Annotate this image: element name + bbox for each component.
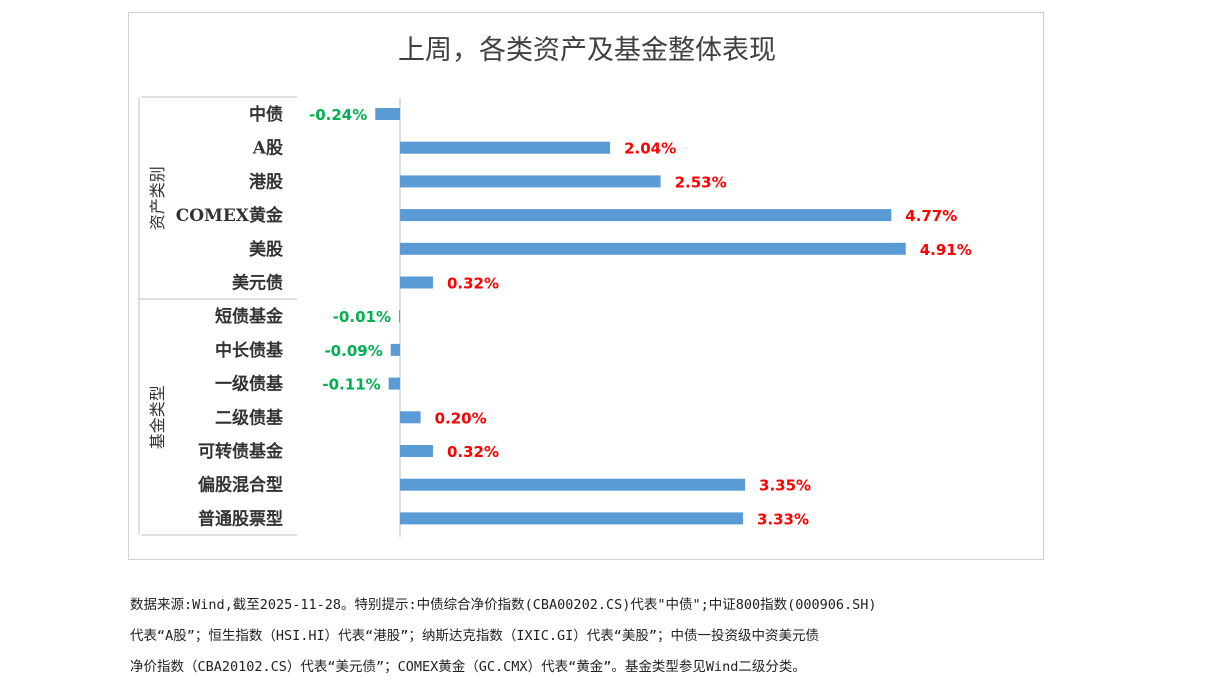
data-label: -0.11% (322, 376, 380, 394)
group-label-1: 基金类型 (148, 385, 167, 449)
data-label: 4.91% (920, 241, 972, 259)
bar-0-1 (400, 141, 611, 154)
chart-title: 上周，各类资产及基金整体表现 (398, 35, 776, 66)
bar-1-5 (400, 478, 746, 491)
data-label: 0.20% (435, 409, 487, 427)
data-label: 2.04% (624, 140, 676, 158)
data-label: 2.53% (675, 173, 727, 191)
category-label: 普通股票型 (198, 508, 283, 529)
bar-1-0 (398, 310, 400, 323)
bar-1-2 (388, 377, 400, 390)
category-label: 偏股混合型 (198, 475, 283, 496)
data-label: 4.77% (905, 207, 957, 225)
source-note: 数据来源:Wind,截至2025-11-28。特别提示:中债综合净价指数(CBA… (130, 590, 1060, 683)
category-label: 港股 (249, 171, 283, 192)
bar-1-6 (400, 512, 743, 525)
group-label-0: 资产类别 (148, 166, 167, 230)
bar-1-3 (400, 411, 421, 424)
bar-0-5 (400, 276, 433, 289)
source-note-line-2: 代表“A股”；恒生指数（HSI.HI）代表“港股”；纳斯达克指数（IXIC.GI… (130, 628, 820, 644)
data-label: -0.01% (333, 308, 391, 326)
data-label: -0.09% (324, 342, 382, 360)
bar-0-4 (400, 242, 906, 255)
data-label: 3.35% (759, 477, 811, 495)
bar-0-3 (400, 209, 892, 222)
data-label: 0.32% (447, 275, 499, 293)
bar-0-2 (400, 175, 661, 188)
category-label: 中长债基 (215, 340, 284, 361)
bar-0-0 (375, 108, 400, 120)
data-label: -0.24% (309, 106, 367, 124)
source-note-line-3: 净价指数（CBA20102.CS）代表“美元债”；COMEX黄金（GC.CMX）… (130, 659, 806, 675)
category-label: A股 (252, 139, 283, 159)
category-label: 可转债基金 (198, 441, 284, 462)
bar-chart: 上周，各类资产及基金整体表现 中债 -0.24% A股 2.04% 港股 2.53% COM… (138, 35, 972, 537)
source-note-line-1: 数据来源:Wind,截至2025-11-28。特别提示:中债综合净价指数(CBA… (130, 597, 877, 613)
data-label: 0.32% (447, 443, 499, 461)
chart-frame: 上周，各类资产及基金整体表现 中债 -0.24% A股 2.04% 港股 2.53% COM… (128, 12, 1044, 560)
data-label: 3.33% (757, 510, 809, 528)
bar-1-1 (390, 343, 400, 356)
category-label: 美元债 (232, 273, 283, 294)
category-label: 二级债基 (215, 407, 284, 428)
category-label: 一级债基 (215, 374, 284, 395)
category-label: 美股 (249, 239, 283, 260)
category-label: 短债基金 (215, 306, 284, 327)
category-label: COMEX黄金 (176, 205, 284, 226)
category-label: 中债 (249, 104, 283, 125)
bar-1-4 (400, 445, 433, 457)
